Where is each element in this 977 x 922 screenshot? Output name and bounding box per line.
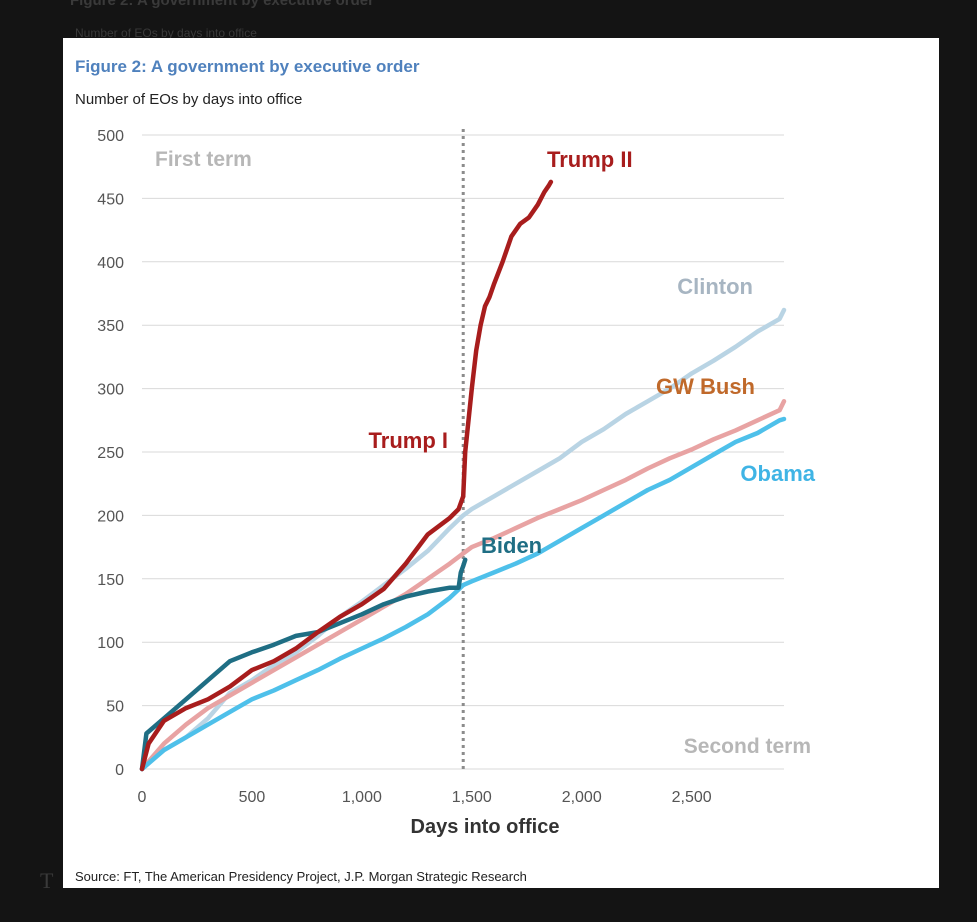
source-note: Source: FT, The American Presidency Proj… [75, 869, 527, 884]
y-tick-label-100: 100 [97, 635, 124, 652]
series-label-obama: Obama [740, 461, 815, 486]
y-tick-label-300: 300 [97, 382, 124, 399]
series-label-gw-bush: GW Bush [656, 374, 755, 399]
series-line-clinton [139, 307, 787, 772]
chart-card: Figure 2: A government by executive orde… [63, 38, 939, 888]
series-label-trump-ii: Trump II [547, 147, 633, 172]
x-tick-label-500: 500 [239, 789, 266, 806]
y-tick-label-350: 350 [97, 318, 124, 335]
background-body-text: T [40, 868, 54, 893]
series-line-obama [139, 416, 787, 772]
x-tick-label-1500: 1,500 [452, 789, 492, 806]
series-label-trump-i: Trump I [369, 428, 448, 453]
first-term-annotation: First term [155, 148, 252, 171]
series-line-trump-ii [460, 179, 554, 499]
y-tick-label-200: 200 [97, 508, 124, 525]
series-line-trump-i [139, 494, 466, 772]
y-tick-label-500: 500 [97, 128, 124, 145]
y-tick-label-400: 400 [97, 255, 124, 272]
x-tick-label-2500: 2,500 [672, 789, 712, 806]
x-tick-label-0: 0 [138, 789, 147, 806]
background-figure-title: Figure 2: A government by executive orde… [70, 0, 374, 9]
x-tick-label-1000: 1,000 [342, 789, 382, 806]
background-figure-subtitle: Number of EOs by days into office [75, 26, 257, 40]
x-tick-label-2000: 2,000 [562, 789, 602, 806]
figure-title: Figure 2: A government by executive orde… [75, 57, 420, 76]
figure-subtitle: Number of EOs by days into office [75, 91, 302, 108]
series-label-clinton: Clinton [677, 274, 753, 299]
series-line-gw-bush [139, 399, 787, 772]
second-term-annotation: Second term [684, 735, 811, 758]
series-line-biden [139, 557, 468, 772]
y-tick-label-50: 50 [106, 699, 124, 716]
x-axis-title: Days into office [411, 816, 560, 838]
y-tick-label-450: 450 [97, 191, 124, 208]
series-label-biden: Biden [481, 533, 542, 558]
y-tick-label-150: 150 [97, 572, 124, 589]
y-tick-label-250: 250 [97, 445, 124, 462]
line-chart: Figure 2: A government by executive orde… [75, 57, 816, 884]
y-tick-label-0: 0 [115, 762, 124, 779]
